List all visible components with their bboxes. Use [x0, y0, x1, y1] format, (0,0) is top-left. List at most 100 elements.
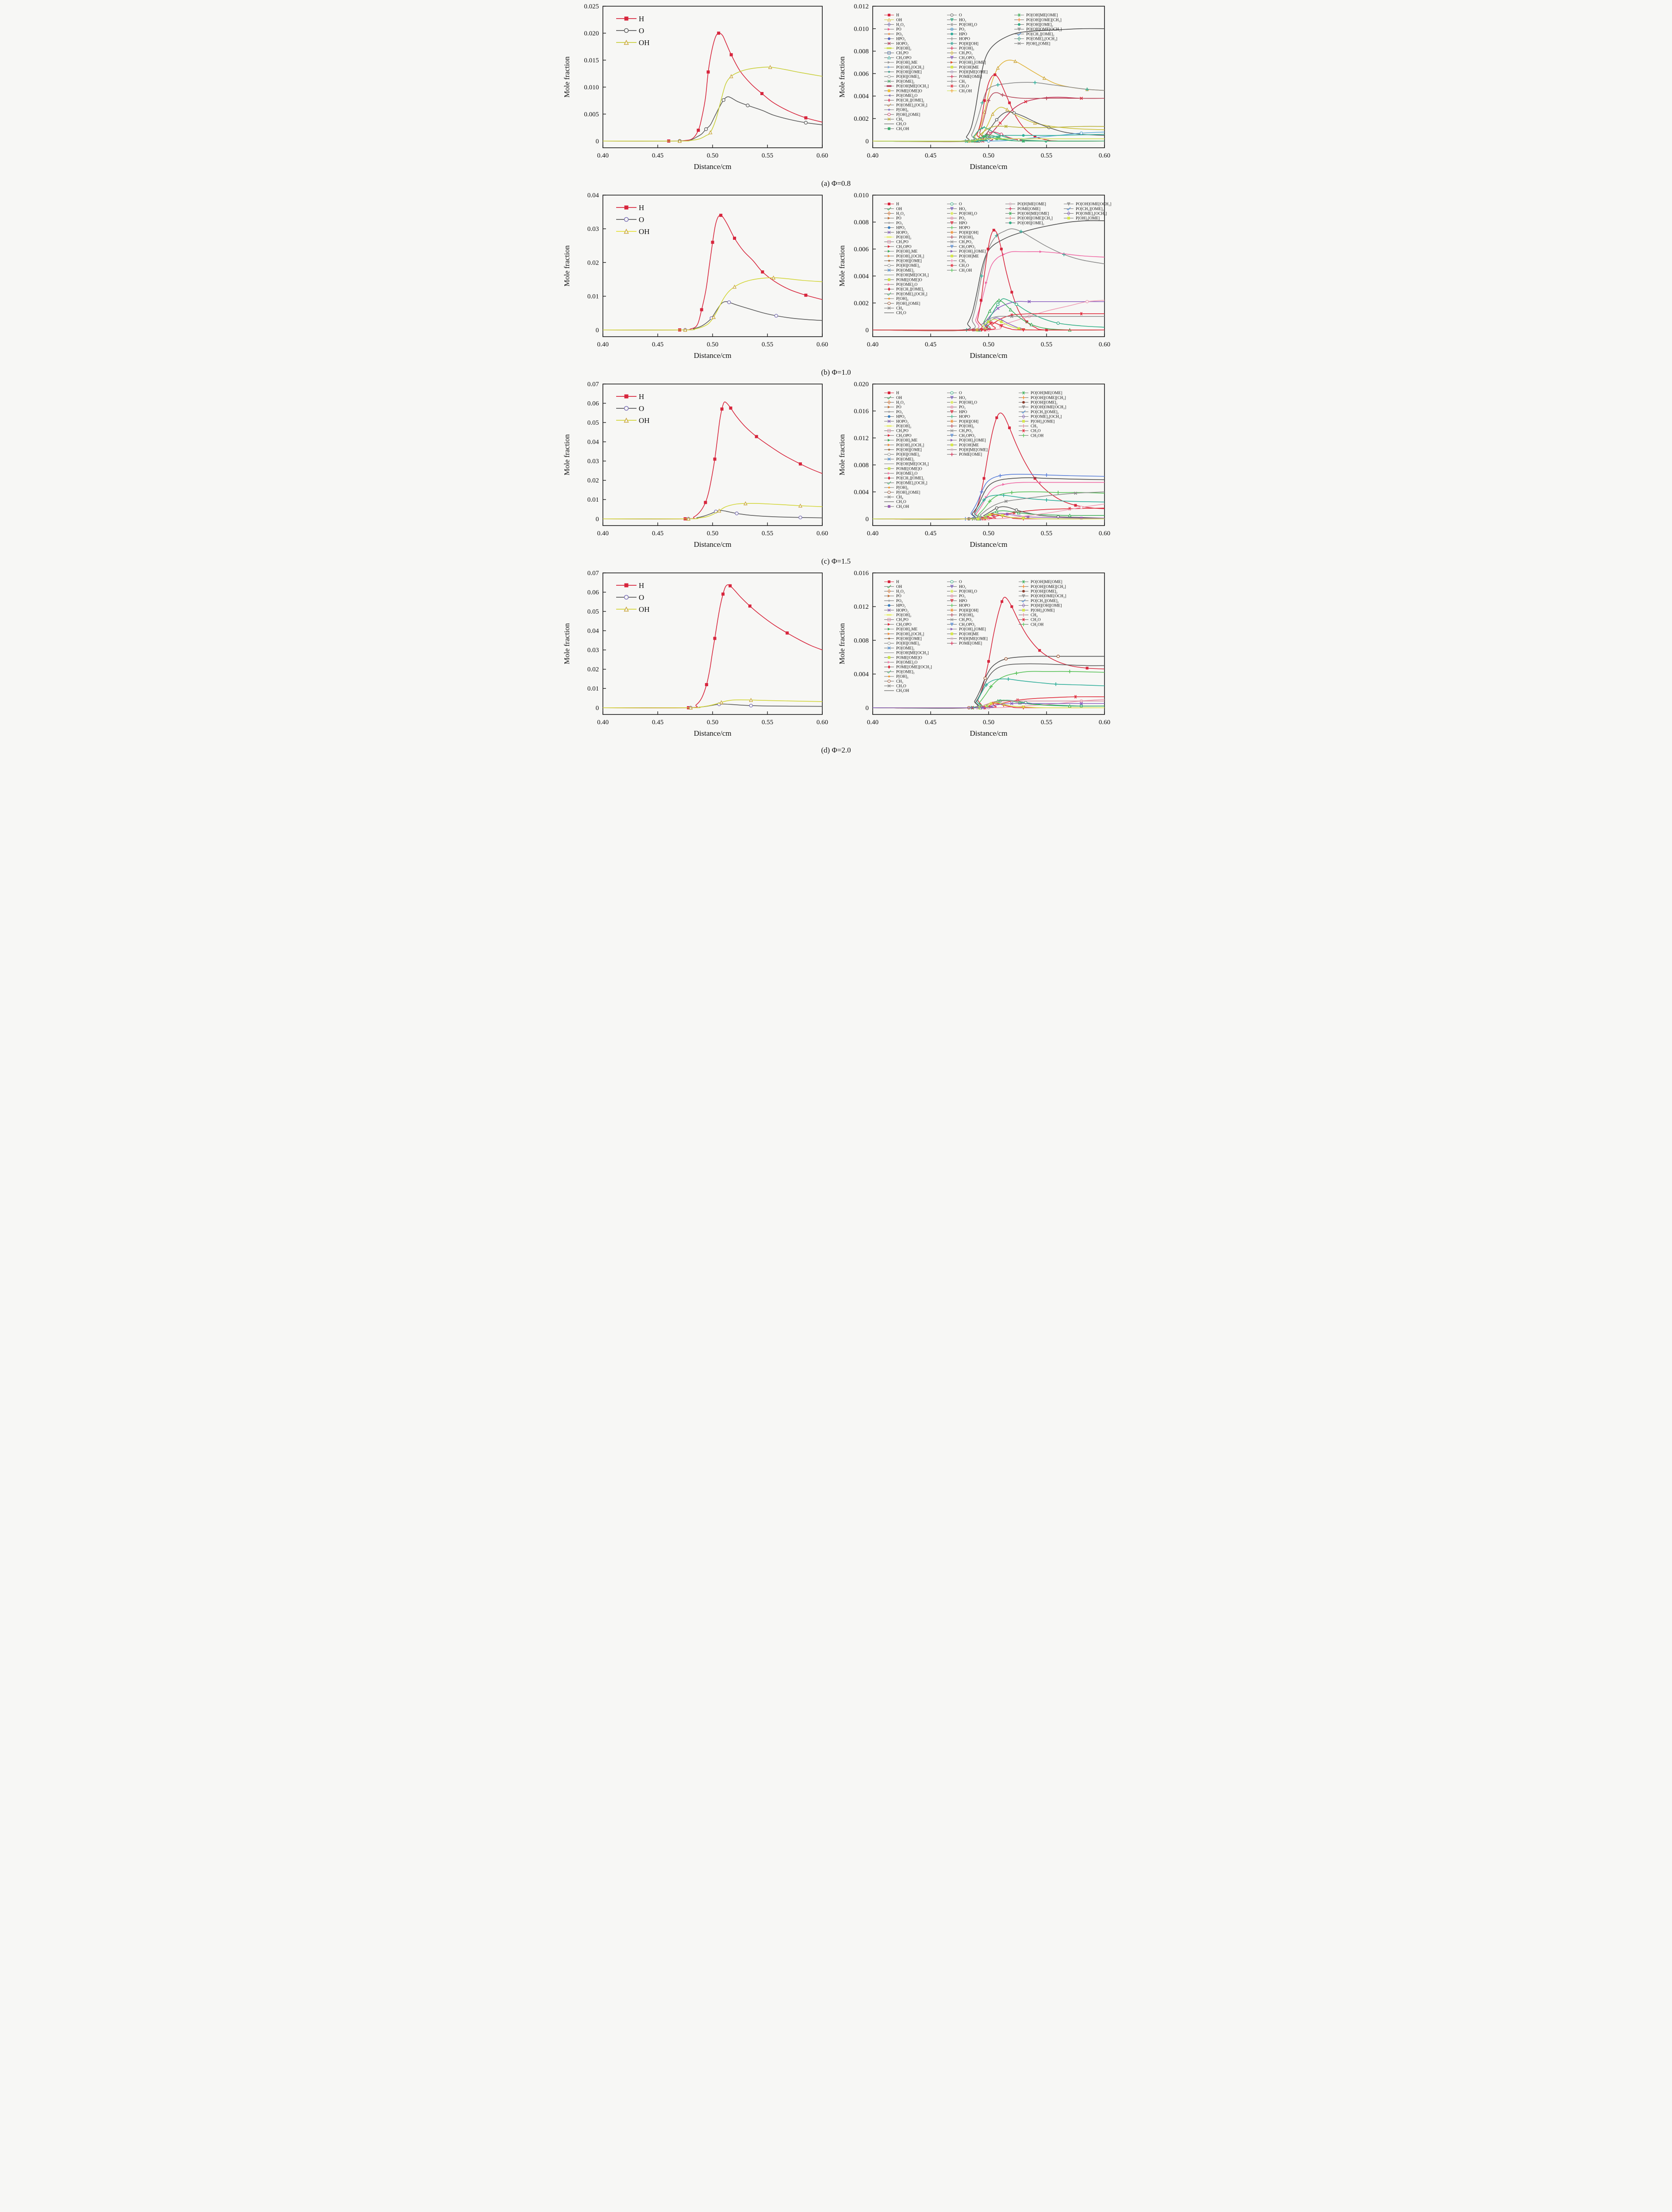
legend-label: OH [639, 38, 650, 47]
legend-label: CH₃OH [896, 688, 909, 693]
legend-label: PO[OH]ME[OCH₂] [896, 84, 929, 88]
y-tick-label: 0.004 [854, 273, 869, 280]
legend-label: PO[OH]₂[OME] [959, 249, 986, 253]
legend-label: PO[H]ME[OME] [959, 637, 988, 641]
legend-label: CH₃O [959, 263, 969, 268]
legend-label: CH₂OH [1031, 622, 1044, 626]
legend-label: CH₃O [959, 84, 969, 88]
x-tick-label: 0.45 [925, 719, 936, 726]
legend-label: P[OH]₂[OME] [1076, 216, 1100, 220]
legend-label: POME[OME] [959, 74, 982, 79]
legend: HOHH₂O₂POPO₃HPO₂HOPO₂PO[OH]₂CH₃POCH₃OPOP… [884, 391, 1066, 509]
x-tick-label: 0.55 [762, 719, 773, 726]
row-a: 0.40 0.45 0.50 0.55 0.60 0 0.005 0.010 0.015 0.02… [555, 1, 1117, 178]
legend-label: OH [639, 605, 650, 614]
y-tick-label: 0.008 [854, 637, 869, 644]
y-tick-label: 0.010 [854, 26, 869, 33]
legend-label: CH₃OPO [896, 244, 912, 249]
x-axis-label: Distance/cm [970, 162, 1008, 171]
legend-label: PO[OH]₃ [959, 235, 974, 239]
legend-label: PO[OME]₃ [896, 669, 914, 674]
row-c: 0.40 0.45 0.50 0.55 0.60 0 0.01 0.02 0.03 0.04 0.0… [555, 379, 1117, 556]
row-b: 0.40 0.45 0.50 0.55 0.60 0 0.01 0.02 0.03 0.04 Dis… [555, 190, 1117, 367]
legend-label: O [639, 404, 644, 413]
legend-label: PO[OME]₂[OCH₂] [896, 103, 927, 107]
series [872, 28, 1105, 143]
y-tick-label: 0.04 [587, 439, 599, 446]
y-tick-label: 0.07 [587, 570, 599, 577]
legend-label: CH₂OH [896, 504, 909, 509]
x-tick-label: 0.60 [817, 719, 828, 726]
legend-label: CH₃PO [896, 240, 909, 244]
y-tick-label: 0.015 [584, 57, 599, 64]
legend-label: HO₂ [959, 396, 966, 400]
legend-label: POME[OME] [959, 641, 982, 645]
x-tick-label: 0.50 [707, 341, 718, 348]
legend: HO OH [616, 204, 650, 236]
y-tick-label: 0 [866, 138, 869, 145]
legend-label: PO[OH]₃ [959, 46, 974, 50]
legend-label: PO[OH]OME[OCH₂] [1031, 405, 1066, 409]
legend-label: CH₂O [896, 311, 906, 315]
legend-label: PO[OME]₂[OCH₂] [896, 480, 927, 485]
y-tick-label: 0.012 [854, 435, 869, 442]
y-tick-label: 0.01 [587, 685, 599, 692]
y-tick-label: 0.07 [587, 381, 599, 388]
legend-label: O [639, 593, 644, 602]
legend-label: PO[CH₂][OME]₂ [1031, 410, 1059, 414]
legend-label: CH₃OPO₂ [959, 433, 976, 438]
series-CH₂O [872, 477, 1105, 520]
legend-label: PO[OME]₂O [896, 282, 917, 287]
series [872, 220, 1105, 332]
legend-label: CH₃PO₂ [959, 240, 973, 244]
legend-label: PO[OH]₂[OME] [959, 627, 986, 631]
legend-label: HPO [959, 599, 967, 603]
x-tick-label: 0.40 [597, 530, 609, 537]
legend-label: H₂O₂ [896, 23, 905, 27]
chart-c-left: 0.40 0.45 0.50 0.55 0.60 0 0.01 0.02 0.03 0.04 0.0… [563, 381, 828, 549]
legend-label: HOPO [959, 603, 970, 608]
x-tick-label: 0.40 [597, 341, 609, 348]
legend-label: CH₃OH [959, 88, 972, 93]
axes: 0.40 0.45 0.50 0.55 0.60 0 0.002 0.004 0.006 0.00… [838, 192, 1110, 360]
legend-label: PO[CH₂][OME]₂ [896, 287, 924, 292]
series-O [602, 96, 823, 143]
series-OH [602, 275, 823, 332]
legend-label: CH₃OPO [896, 55, 912, 60]
y-tick-label: 0.004 [854, 489, 869, 496]
x-tick-label: 0.50 [983, 530, 994, 537]
y-tick-label: 0.02 [587, 477, 599, 484]
series [602, 401, 823, 521]
y-axis-label: Mole fraction [563, 623, 571, 664]
chart-d-right: 0.40 0.45 0.50 0.55 0.60 0 0.004 0.008 0.012 0.01… [838, 570, 1110, 737]
y-tick-label: 0.05 [587, 419, 599, 426]
legend-label: HOPO₂ [896, 230, 909, 234]
legend-label: PO[H]ME[OME] [1017, 202, 1046, 206]
y-tick-label: 0.016 [854, 570, 869, 577]
y-tick-label: 0.004 [854, 93, 869, 100]
legend-label: P[OH]₃ [896, 674, 909, 679]
x-tick-label: 0.50 [983, 341, 994, 348]
y-tick-label: 0 [596, 138, 599, 145]
legend: HO OH [616, 581, 650, 614]
chart-b-right: 0.40 0.45 0.50 0.55 0.60 0 0.002 0.004 0.006 0.00… [838, 192, 1111, 360]
legend-label: PO[OH]ME[OME] [1026, 13, 1058, 17]
legend-label: POME[OME][OCH₂] [896, 665, 932, 669]
row-d: 0.40 0.45 0.50 0.55 0.60 0 0.01 0.02 0.03 0.04 0.0… [555, 568, 1117, 745]
legend-label: HOPO [959, 415, 970, 419]
x-tick-label: 0.60 [1099, 152, 1110, 159]
legend-label: PO[OH]₂ [896, 235, 911, 239]
legend-label: PO[OH]₂O [959, 589, 977, 594]
y-axis-label: Mole fraction [563, 56, 571, 97]
legend-label: PO[OME]₂ [896, 79, 914, 84]
legend-label: PO₃ [896, 599, 903, 603]
legend-label: OH [896, 207, 902, 211]
legend-label: PO[H][OH] [959, 419, 978, 423]
legend-label: CH₂OH [896, 127, 909, 131]
chart-a-right: 0.40 0.45 0.50 0.55 0.60 0 0.002 0.004 0.006 0.00… [838, 3, 1110, 171]
y-tick-label: 0.008 [854, 48, 869, 55]
legend-label: P[OH]₃ [896, 296, 909, 301]
series [602, 214, 823, 332]
legend-label: OH [896, 396, 902, 400]
y-tick-label: 0.02 [587, 259, 599, 266]
